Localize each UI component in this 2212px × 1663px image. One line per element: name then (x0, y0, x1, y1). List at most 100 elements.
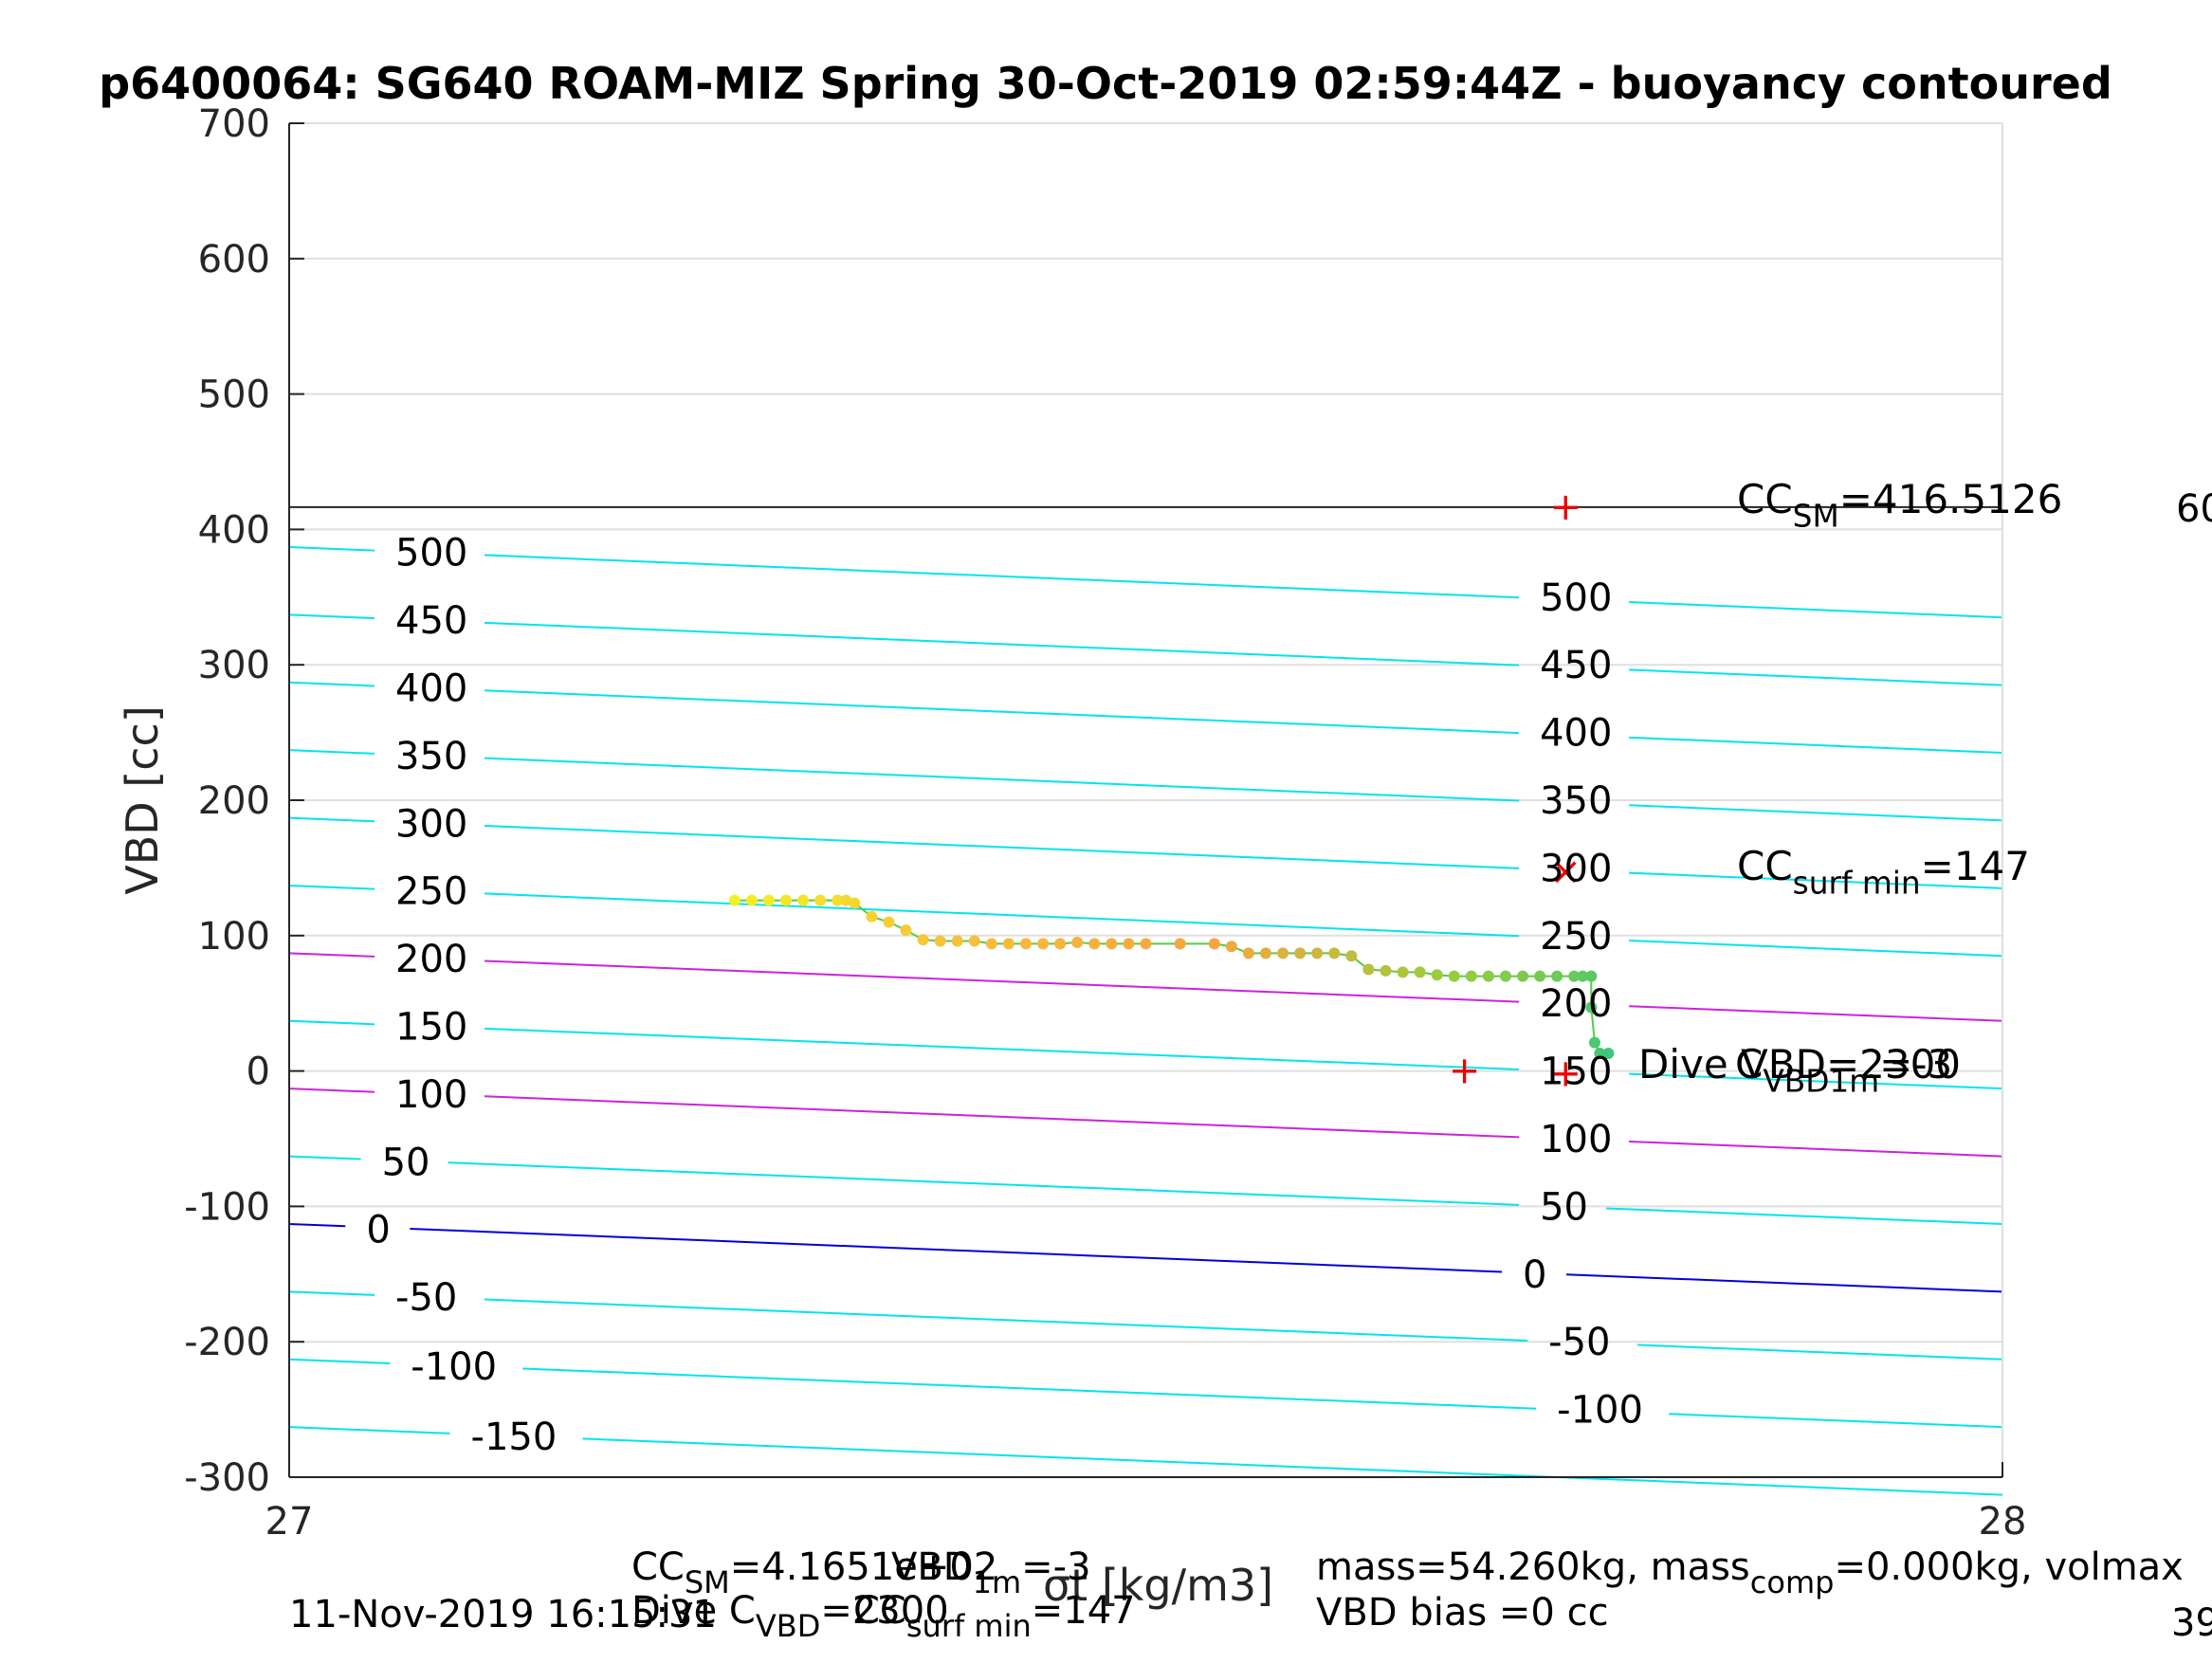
footer-vbd-bias: VBD bias =0 cc (1316, 1591, 1609, 1635)
data-point (917, 934, 929, 946)
footer-cc-surf-rest: =147 (1032, 1589, 1136, 1633)
data-point (1174, 938, 1186, 950)
data-point (951, 935, 963, 947)
data-point (1534, 970, 1546, 982)
data-point (1311, 947, 1324, 959)
contour-line-200 (288, 952, 375, 958)
contour-line-50 (288, 1155, 361, 1160)
contour-label-right: -100 (1557, 1389, 1643, 1433)
contour-label-right: 150 (1540, 1051, 1612, 1094)
data-point (1397, 966, 1409, 978)
data-point (762, 894, 775, 906)
footer-mass-sub: comp (1750, 1564, 1835, 1600)
contour-label-left: 300 (395, 802, 467, 846)
y-tick-label: 400 (198, 508, 270, 552)
data-point (1585, 1001, 1598, 1014)
y-tick-label: 700 (198, 102, 270, 146)
contour-line-150 (288, 1019, 375, 1026)
data-point (1140, 938, 1152, 950)
contour-line-200 (1629, 1005, 2003, 1022)
data-point (1071, 936, 1084, 948)
contour-line-150 (484, 1027, 1520, 1071)
footer-mass-b: =0.000kg, volmax (1834, 1545, 2183, 1589)
contour-label-left: 250 (395, 870, 467, 914)
contour-label-left: -50 (395, 1276, 457, 1320)
contour-line-100 (288, 1087, 375, 1093)
axes (288, 122, 2003, 1478)
contour-label-left: 0 (366, 1209, 390, 1252)
contour-line-500 (1629, 601, 2003, 619)
contour-label-right: 500 (1540, 576, 1612, 620)
data-point (1448, 970, 1460, 982)
data-point (883, 916, 895, 928)
data-point (1225, 941, 1237, 953)
contour-label-left: 400 (395, 667, 467, 710)
footer-cc-surf: CCsurf min=147 (853, 1589, 1136, 1644)
contour-label-right: 350 (1540, 779, 1612, 823)
y-axis-label: VBD [cc] (117, 705, 168, 895)
footer-dive-cvbd-main: Dive C (631, 1589, 756, 1633)
contour-line-450 (484, 621, 1520, 667)
data-point (728, 894, 740, 906)
contour-line-0 (410, 1227, 1503, 1273)
contour-line-350 (484, 757, 1520, 802)
y-tick-label: 600 (198, 238, 270, 282)
y-tick-label: 100 (198, 915, 270, 959)
contour-line-100 (484, 1095, 1520, 1139)
cc-sm-annotation-sub: SM (1793, 499, 1839, 535)
y-tick-label: 500 (198, 374, 270, 417)
footer-cc-sm-main: CC (631, 1545, 685, 1589)
contour-line--50 (484, 1298, 1528, 1342)
contour-label-right: 100 (1540, 1118, 1612, 1161)
cc-surf-annotation-rest: =147 (1921, 843, 2030, 889)
contour-line-400 (288, 681, 375, 687)
chart-title: p6400064: SG640 ROAM-MIZ Spring 30-Oct-2… (99, 58, 2112, 109)
contour-line--150 (582, 1437, 2003, 1496)
footer-dive-cvbd: Dive CVBD=2300 (631, 1589, 949, 1644)
contour-lines (288, 545, 2003, 1496)
contour-label-right: -50 (1548, 1321, 1610, 1364)
contour-line-350 (1629, 804, 2003, 822)
cc-surf-annotation-main: CC (1737, 843, 1793, 889)
contour-line-100 (1629, 1141, 2003, 1158)
cc-surf-annotation-sub: surf min (1793, 866, 1921, 902)
data-point (1431, 969, 1443, 981)
data-point (985, 938, 997, 950)
contour-label-left: -150 (471, 1416, 558, 1459)
data-point (1568, 970, 1581, 982)
data-point (1465, 970, 1477, 982)
contour-line-500 (288, 545, 375, 552)
data-point (1123, 938, 1135, 950)
footer-cc-sm-rest: =4.1651e+02 (730, 1545, 998, 1589)
contour-line-50 (448, 1161, 1520, 1206)
data-point (1277, 947, 1289, 959)
contour-label-right: 200 (1540, 982, 1612, 1026)
contour-line-300 (1629, 871, 2003, 889)
right-edge-text-top: 60 (2176, 487, 2212, 531)
contour-label-right: 300 (1540, 847, 1612, 890)
contour-label-left: 200 (395, 938, 467, 981)
contour-line-500 (484, 554, 1520, 599)
data-point (1054, 938, 1067, 950)
contour-line-250 (484, 892, 1520, 938)
data-point (1517, 970, 1529, 982)
red-marker: + (1449, 1050, 1481, 1093)
contour-line--100 (1669, 1413, 2003, 1429)
contour-line-0 (288, 1222, 346, 1228)
contour-label-left: 350 (395, 735, 467, 778)
contour-label-left: 100 (395, 1073, 467, 1117)
contour-line-300 (288, 816, 375, 823)
data-point (797, 894, 810, 906)
contour-line-400 (484, 689, 1520, 735)
data-point (1585, 970, 1598, 982)
grid-lines (289, 122, 2002, 1478)
data-point (1002, 938, 1015, 950)
c-vbd1m-annotation-rest: =-3 (1879, 1041, 1952, 1087)
data-point (1380, 964, 1392, 977)
contour-line-300 (484, 825, 1520, 869)
y-tick-label: 300 (198, 644, 270, 687)
contour-line--100 (522, 1367, 1537, 1410)
overlay-marks: + × + + (289, 485, 2002, 1095)
data-point (1551, 970, 1563, 982)
